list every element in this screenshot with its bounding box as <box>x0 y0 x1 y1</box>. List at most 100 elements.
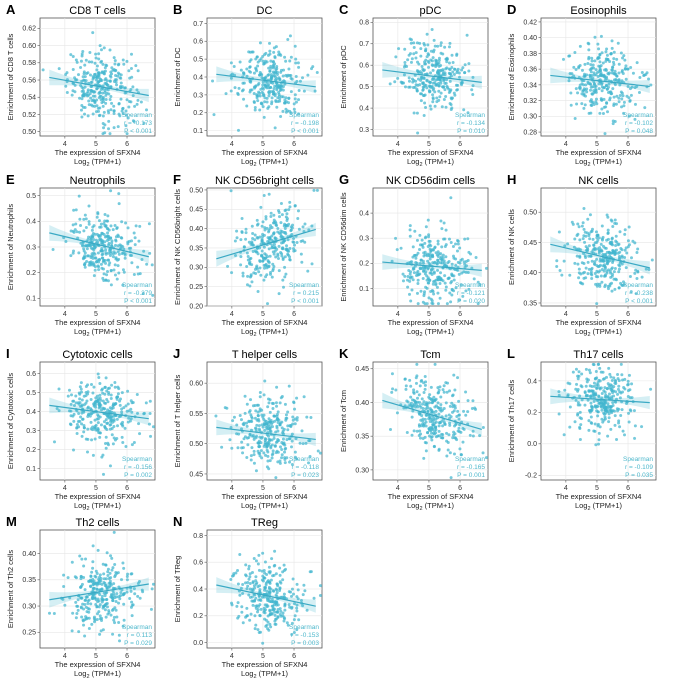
scatter-point <box>277 76 281 80</box>
scatter-point <box>136 98 140 102</box>
scatter-point <box>471 84 475 88</box>
scatter-point <box>294 75 298 79</box>
scatter-point <box>121 593 125 597</box>
scatter-point <box>440 245 444 249</box>
scatter-point <box>81 257 85 261</box>
scatter-point <box>614 400 618 404</box>
scatter-point <box>598 69 602 73</box>
scatter-point <box>557 230 561 234</box>
scatter-point <box>600 89 604 93</box>
scatter-point <box>229 189 233 193</box>
scatter-point <box>615 78 619 82</box>
scatter-point <box>594 282 598 286</box>
x-axis-label-units: Log2 (TPM+1) <box>241 157 289 168</box>
scatter-point <box>108 254 112 258</box>
scatter-point <box>426 409 430 413</box>
scatter-point <box>242 421 246 425</box>
scatter-point <box>458 75 462 79</box>
scatter-point <box>307 461 311 465</box>
scatter-point <box>281 88 285 92</box>
scatter-point <box>125 590 129 594</box>
scatter-point <box>617 419 621 423</box>
scatter-point <box>239 238 243 242</box>
scatter-point <box>81 619 85 623</box>
scatter-point <box>272 573 276 577</box>
scatter-point <box>89 255 93 259</box>
scatter-point <box>91 566 95 570</box>
scatter-point <box>591 362 595 366</box>
scatter-point <box>602 97 606 101</box>
stat-p: P = 0.029 <box>124 640 152 647</box>
scatter-point <box>430 28 434 32</box>
scatter-point <box>418 404 422 408</box>
scatter-point <box>128 597 132 601</box>
scatter-point <box>95 215 99 219</box>
scatter-point <box>92 274 96 278</box>
scatter-point <box>246 443 250 447</box>
scatter-point <box>617 379 621 383</box>
scatter-point <box>283 617 287 621</box>
scatter-point <box>261 80 265 84</box>
scatter-point <box>251 237 255 240</box>
y-tick-label: 0.4 <box>527 378 537 385</box>
scatter-point <box>404 384 408 388</box>
scatter-point <box>279 115 283 119</box>
scatter-point <box>604 75 608 79</box>
scatter-point <box>595 409 599 413</box>
scatter-point <box>277 292 281 296</box>
scatter-point <box>290 439 294 443</box>
scatter-point <box>582 227 586 231</box>
scatter-point <box>241 583 245 587</box>
scatter-point <box>260 413 264 417</box>
scatter-point <box>250 88 254 92</box>
scatter-point <box>577 86 581 90</box>
scatter-point <box>597 395 601 399</box>
scatter-point <box>111 228 115 232</box>
scatter-point <box>122 618 126 622</box>
scatter-point <box>250 570 254 574</box>
scatter-point <box>302 89 306 93</box>
scatter-point <box>126 420 130 424</box>
scatter-point <box>74 208 78 212</box>
stat-r: r = -0.118 <box>291 464 319 471</box>
scatter-point <box>599 248 603 252</box>
stat-p: P = 0.001 <box>457 472 485 479</box>
scatter-point <box>75 611 79 615</box>
scatter-point <box>90 234 94 238</box>
scatter-point <box>635 276 639 280</box>
y-tick-label: 0.58 <box>22 60 36 67</box>
scatter-point <box>411 245 415 249</box>
scatter-point <box>122 602 126 606</box>
scatter-point <box>594 443 598 447</box>
panel-title: NK CD56dim cells <box>386 175 476 187</box>
scatter-point <box>120 578 124 582</box>
scatter-point <box>287 603 291 607</box>
scatter-point <box>620 255 624 259</box>
scatter-point <box>287 222 291 226</box>
scatter-point <box>229 426 233 430</box>
scatter-point <box>142 411 146 415</box>
x-axis-label-units: Log2 (TPM+1) <box>74 501 122 512</box>
scatter-point <box>605 101 609 105</box>
scatter-point <box>282 442 286 446</box>
scatter-point <box>473 406 477 410</box>
scatter-point <box>276 410 280 414</box>
scatter-point <box>83 112 87 116</box>
scatter-point <box>576 389 580 393</box>
scatter-point <box>602 418 606 422</box>
scatter-point <box>481 451 485 455</box>
scatter-point <box>426 43 430 47</box>
scatter-point <box>285 621 289 625</box>
scatter-point <box>121 420 125 424</box>
scatter-point <box>280 394 284 398</box>
scatter-point <box>408 37 412 41</box>
scatter-point <box>251 588 255 592</box>
plot-area <box>372 17 489 137</box>
scatter-point <box>258 614 262 618</box>
scatter-point <box>98 431 102 435</box>
scatter-point <box>432 50 436 54</box>
scatter-point <box>111 632 115 636</box>
y-tick-label: 0.40 <box>22 551 36 558</box>
